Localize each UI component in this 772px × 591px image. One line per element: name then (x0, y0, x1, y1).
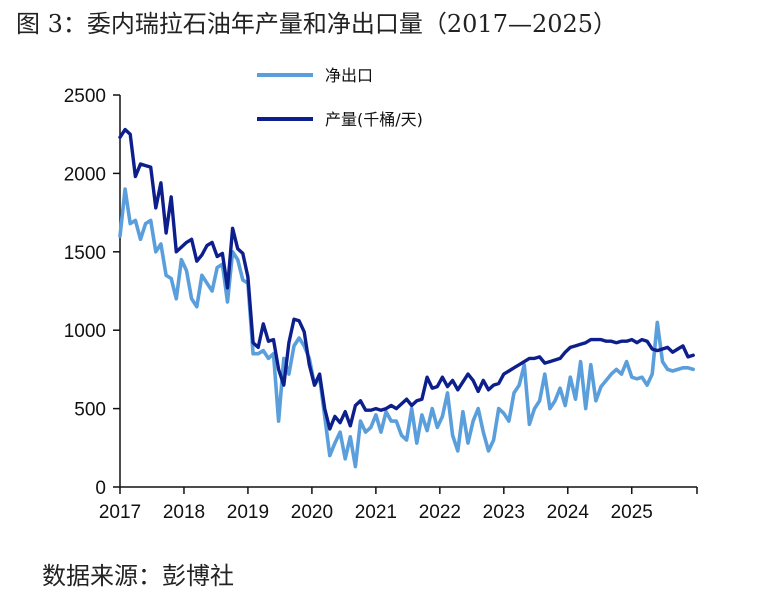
y-tick-label: 0 (95, 478, 106, 499)
source-note: 数据来源：彭博社 (42, 562, 234, 590)
x-tick-label: 2020 (291, 502, 333, 523)
y-tick-label: 500 (74, 400, 106, 421)
x-tick-label: 2023 (483, 502, 525, 523)
legend-label: 净出口 (325, 66, 373, 85)
series-lines (118, 127, 696, 469)
x-tick-label: 2024 (547, 502, 590, 523)
x-tick-label: 2021 (355, 502, 397, 523)
x-tick-label: 2025 (611, 502, 653, 523)
y-tick-label: 1500 (64, 243, 106, 264)
axes: 0 500 1000 1500 2000 2500 2017 2018 2019 2020 2021… (64, 86, 698, 523)
series-line-net-export (118, 187, 696, 469)
legend-label: 产量(千桶/天) (325, 110, 423, 129)
chart-title: 图 3：委内瑞拉石油年产量和净出口量（2017—2025） (16, 10, 618, 38)
y-tick-label: 1000 (64, 321, 106, 342)
x-tick-label: 2019 (227, 502, 269, 523)
x-tick-label: 2018 (163, 502, 205, 523)
series-line-production (118, 127, 695, 431)
y-tick-label: 2500 (64, 86, 106, 107)
x-tick-label: 2022 (419, 502, 461, 523)
y-tick-label: 2000 (64, 164, 106, 185)
x-tick-label: 2017 (99, 502, 141, 523)
